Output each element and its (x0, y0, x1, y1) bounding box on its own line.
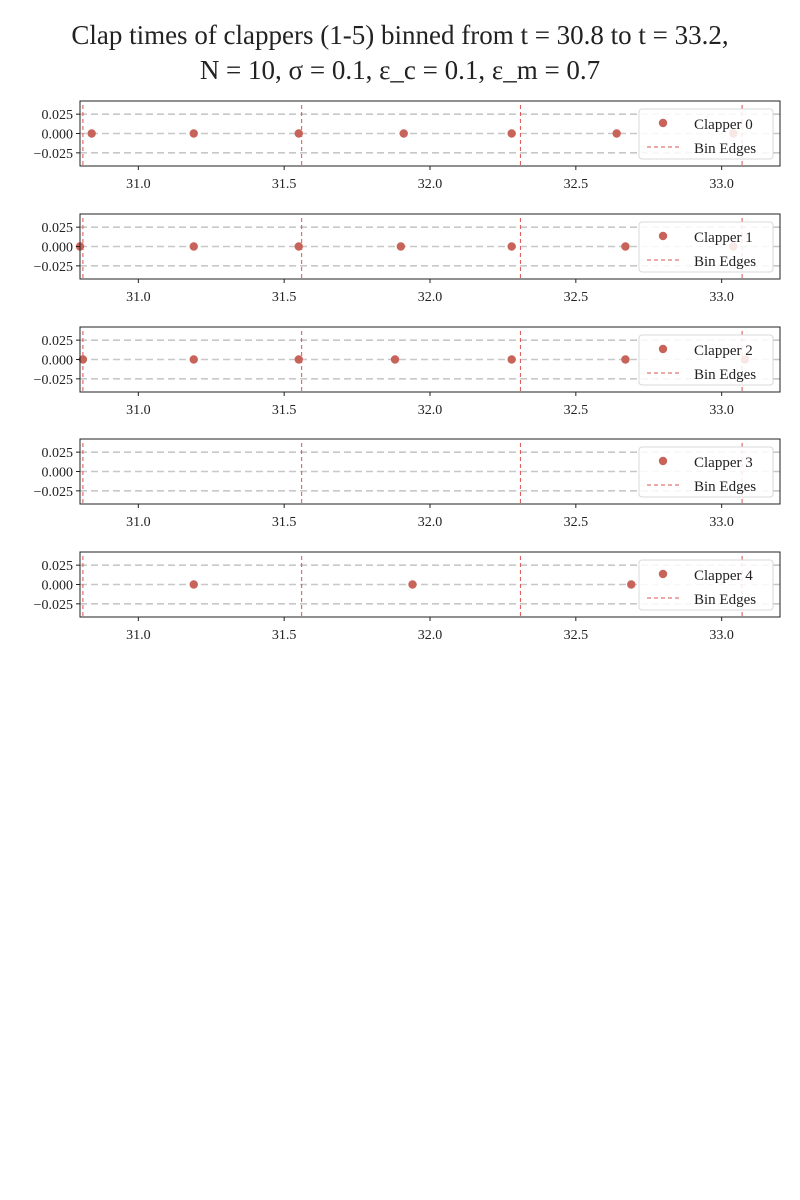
x-tick-label: 31.5 (272, 177, 297, 192)
data-point (294, 129, 303, 138)
legend-box (638, 446, 774, 498)
data-point (189, 355, 198, 364)
data-point (396, 242, 406, 251)
legend-label: Clapper 0 (694, 117, 753, 133)
data-point (408, 580, 417, 589)
y-tick-label: 0.025 (42, 559, 74, 574)
y-tick-label: −0.025 (34, 373, 73, 388)
x-tick-label: 32.0 (418, 403, 443, 418)
y-tick-label: 0.025 (42, 108, 74, 123)
legend-marker (658, 569, 668, 579)
data-point (507, 355, 516, 364)
data-point (294, 355, 303, 364)
data-point (627, 580, 636, 589)
subplot-4: 0.025 0.000 −0.025 31.0 31.5 32.0 32.5 33.0 Clap… (34, 551, 781, 643)
chart-title-line-2: N = 10, σ = 0.1, ε_c = 0.1, ε_m = 0.7 (199, 55, 601, 85)
legend-marker (658, 456, 668, 466)
y-tick-label: 0.000 (42, 466, 74, 481)
x-tick-label: 31.0 (126, 177, 151, 192)
subplot-0: 0.025 0.000 −0.025 31.0 31.5 32.0 32.5 33.0 Clap… (34, 100, 781, 192)
x-tick-label: 31.5 (272, 403, 297, 418)
x-tick-label: 32.0 (418, 628, 443, 643)
legend-label: Bin Edges (694, 592, 756, 608)
y-tick-label: −0.025 (34, 260, 73, 275)
data-point (87, 129, 96, 138)
x-tick-label: 31.0 (126, 403, 151, 418)
y-tick-label: 0.025 (42, 446, 74, 461)
y-tick-label: 0.025 (42, 334, 74, 349)
x-tick-label: 31.0 (126, 515, 151, 530)
legend-box (638, 221, 774, 273)
x-tick-label: 32.5 (564, 628, 589, 643)
legend-box (638, 559, 774, 611)
legend-marker (658, 344, 668, 354)
data-point (612, 129, 621, 138)
x-tick-label: 32.0 (418, 177, 443, 192)
legend-box (638, 108, 774, 160)
data-point (621, 355, 630, 364)
legend: Clapper 4 Bin Edges (638, 559, 774, 611)
legend: Clapper 2 Bin Edges (638, 334, 774, 386)
legend-label: Clapper 1 (694, 230, 753, 246)
y-tick-label: 0.000 (42, 241, 74, 256)
legend-label: Clapper 2 (694, 343, 753, 359)
legend-label: Clapper 3 (694, 455, 753, 471)
y-tick-label: −0.025 (34, 147, 73, 162)
x-tick-label: 31.0 (126, 628, 151, 643)
legend-label: Bin Edges (694, 141, 756, 157)
x-tick-label: 33.0 (709, 290, 734, 305)
legend-label: Bin Edges (694, 479, 756, 495)
x-tick-label: 32.5 (564, 290, 589, 305)
x-tick-label: 32.5 (564, 515, 589, 530)
legend-box (638, 334, 774, 386)
legend: Clapper 0 Bin Edges (638, 108, 774, 160)
data-point (294, 242, 303, 251)
legend-label: Clapper 4 (694, 568, 753, 584)
data-point (621, 242, 630, 251)
y-tick-label: 0.025 (42, 221, 74, 236)
x-tick-label: 31.5 (272, 515, 297, 530)
x-tick-label: 32.0 (418, 290, 443, 305)
y-tick-label: −0.025 (34, 598, 73, 613)
y-tick-label: 0.000 (42, 579, 74, 594)
x-tick-label: 32.5 (564, 403, 589, 418)
x-tick-label: 33.0 (709, 403, 734, 418)
data-point (507, 242, 516, 251)
chart-title-line-1: Clap times of clappers (1-5) binned from… (71, 20, 729, 50)
data-point (390, 355, 400, 364)
data-point (189, 129, 198, 138)
legend: Clapper 3 Bin Edges (638, 446, 774, 498)
legend-marker (658, 118, 668, 128)
legend-label: Bin Edges (694, 254, 756, 270)
data-point (189, 580, 198, 589)
legend-marker (658, 231, 668, 241)
x-tick-label: 31.5 (272, 290, 297, 305)
legend-label: Bin Edges (694, 367, 756, 383)
legend: Clapper 1 Bin Edges (638, 221, 774, 273)
subplot-2: 0.025 0.000 −0.025 31.0 31.5 32.0 32.5 33.0 Clap… (34, 326, 781, 418)
x-tick-label: 33.0 (709, 515, 734, 530)
x-tick-label: 32.5 (564, 177, 589, 192)
data-point (399, 129, 408, 138)
x-tick-label: 31.5 (272, 628, 297, 643)
data-point (78, 355, 88, 364)
subplot-3: 0.025 0.000 −0.025 31.0 31.5 32.0 32.5 33.0 Clap… (34, 438, 781, 530)
y-tick-label: 0.000 (42, 354, 74, 369)
subplot-1: 0.025 0.000 −0.025 31.0 31.5 32.0 32.5 33.0 Clap… (34, 213, 781, 305)
y-tick-label: −0.025 (34, 485, 73, 500)
data-point (189, 242, 198, 251)
y-tick-label: 0.000 (42, 128, 74, 143)
x-tick-label: 33.0 (709, 628, 734, 643)
x-tick-label: 32.0 (418, 515, 443, 530)
x-tick-label: 31.0 (126, 290, 151, 305)
data-point (507, 129, 516, 138)
x-tick-label: 33.0 (709, 177, 734, 192)
